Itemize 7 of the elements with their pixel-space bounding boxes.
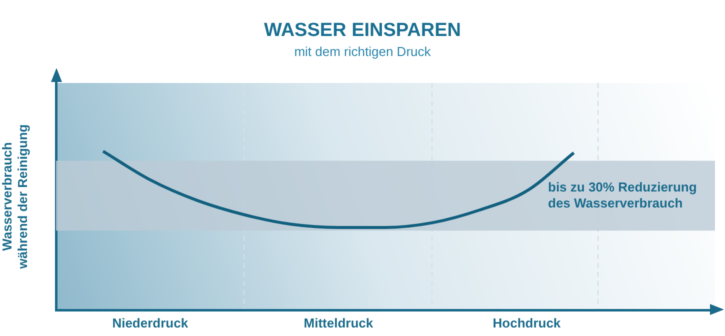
x-tick-label: Hochdruck [492,315,562,330]
x-tick-label: Mitteldruck [304,315,374,330]
x-tick-label: Niederdruck [112,315,189,330]
chart-title: WASSER EINSPAREN [262,20,462,42]
y-axis-title: Wasserverbrauch während der Reinigung [0,124,30,270]
chart-subtitle: mit dem richtigen Druck [293,44,432,59]
band-label: bis zu 30% Reduzierung des Wasserverbrauch [548,179,697,210]
